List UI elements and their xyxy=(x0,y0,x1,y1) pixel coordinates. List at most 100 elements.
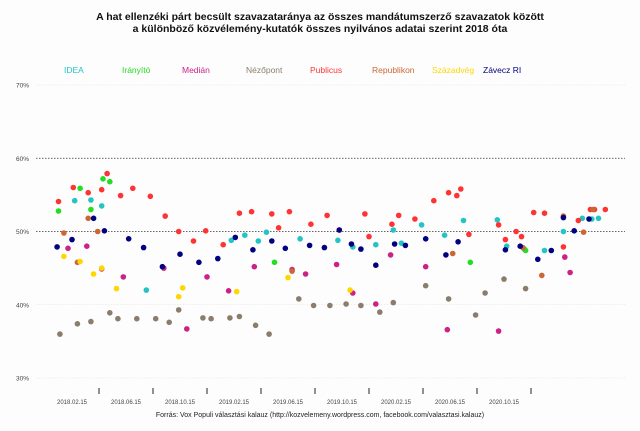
data-point xyxy=(391,241,398,247)
data-point xyxy=(215,255,221,262)
data-point xyxy=(143,287,150,293)
data-point xyxy=(236,313,243,320)
data-point xyxy=(422,282,429,289)
y-axis-ticks: 30% 40% 50% 60% 70% xyxy=(16,83,29,383)
x-tick-label: 2018.02.15 xyxy=(57,400,88,406)
y-tick-label: 70% xyxy=(16,83,29,90)
data-point xyxy=(117,192,124,199)
data-point xyxy=(134,315,140,322)
chart-title-line-1: A hat ellenzéki párt becsült szavazatará… xyxy=(96,11,544,23)
data-point xyxy=(422,236,429,242)
x-tick-label: 2019.10.15 xyxy=(327,400,358,406)
data-point xyxy=(175,293,182,300)
data-point xyxy=(390,227,397,233)
data-point xyxy=(460,217,467,224)
data-point xyxy=(196,259,202,266)
x-tick-label: 2020.06.15 xyxy=(435,400,466,406)
legend-item: Medián xyxy=(182,65,210,75)
data-point xyxy=(590,206,596,213)
data-point xyxy=(208,315,214,322)
data-point xyxy=(586,216,592,222)
data-point xyxy=(263,229,270,235)
data-point xyxy=(88,206,94,213)
legend-item: Závecz RI xyxy=(483,65,521,75)
source-footer: Forrás: Vox Populi választási kalauz (ht… xyxy=(155,412,485,419)
data-point xyxy=(389,221,395,227)
data-point xyxy=(55,208,62,214)
data-point xyxy=(373,262,379,269)
data-point xyxy=(548,247,555,254)
data-point xyxy=(236,210,243,216)
data-point xyxy=(501,276,507,282)
data-point xyxy=(402,242,409,249)
data-point xyxy=(179,285,186,291)
data-point xyxy=(98,265,105,271)
y-tick-label: 50% xyxy=(16,229,29,236)
data-point xyxy=(495,222,502,228)
data-point xyxy=(90,271,97,277)
data-point xyxy=(252,322,259,329)
data-point xyxy=(162,213,168,219)
data-point xyxy=(517,243,523,249)
x-tick-label: 2018.10.15 xyxy=(165,400,196,406)
data-point xyxy=(310,302,317,309)
data-point xyxy=(297,236,303,242)
data-point xyxy=(227,315,233,321)
data-point xyxy=(88,197,94,203)
y-tick-label: 30% xyxy=(16,376,29,383)
series-z-vecz-ri xyxy=(54,214,592,270)
legend-item: Publicus xyxy=(310,65,342,75)
data-point xyxy=(74,321,81,327)
data-point xyxy=(107,178,113,185)
series-sz-zadv-g xyxy=(61,253,353,300)
x-tick-label: 2019.02.15 xyxy=(219,400,250,406)
data-point xyxy=(71,197,78,204)
data-point xyxy=(336,227,343,233)
data-point xyxy=(387,252,394,258)
data-point xyxy=(94,228,101,235)
data-point xyxy=(343,301,349,307)
data-point xyxy=(61,253,67,260)
data-point xyxy=(366,233,372,240)
data-point xyxy=(560,244,567,250)
data-point xyxy=(266,331,272,337)
data-point xyxy=(494,217,501,223)
data-point xyxy=(567,269,573,276)
data-point xyxy=(482,290,488,296)
data-point xyxy=(184,326,190,332)
data-point xyxy=(147,193,154,200)
data-point xyxy=(202,228,209,234)
data-point xyxy=(242,232,248,238)
data-point xyxy=(541,247,548,254)
series-n-z-pont xyxy=(57,276,529,337)
data-point xyxy=(445,189,452,196)
data-point xyxy=(250,247,256,253)
data-point xyxy=(327,302,333,309)
data-point xyxy=(233,288,240,295)
data-point xyxy=(348,241,355,247)
data-point xyxy=(190,238,197,244)
data-point xyxy=(275,225,282,231)
data-point xyxy=(458,186,464,192)
data-point xyxy=(285,274,291,281)
data-point xyxy=(306,242,313,249)
data-point xyxy=(255,238,262,244)
data-point xyxy=(90,215,97,222)
data-point xyxy=(467,259,474,266)
data-point xyxy=(107,310,113,316)
data-point xyxy=(88,318,94,325)
data-point xyxy=(85,215,91,222)
data-point xyxy=(449,250,456,257)
data-point xyxy=(362,211,368,217)
data-point xyxy=(101,228,108,234)
x-tick-label: 2018.06.15 xyxy=(111,400,142,406)
data-point xyxy=(77,258,83,265)
data-point xyxy=(530,209,537,216)
data-point xyxy=(65,245,71,252)
data-point xyxy=(502,247,509,253)
data-point xyxy=(321,244,328,251)
data-point xyxy=(358,246,364,252)
data-point xyxy=(455,239,461,245)
data-point xyxy=(602,206,609,213)
